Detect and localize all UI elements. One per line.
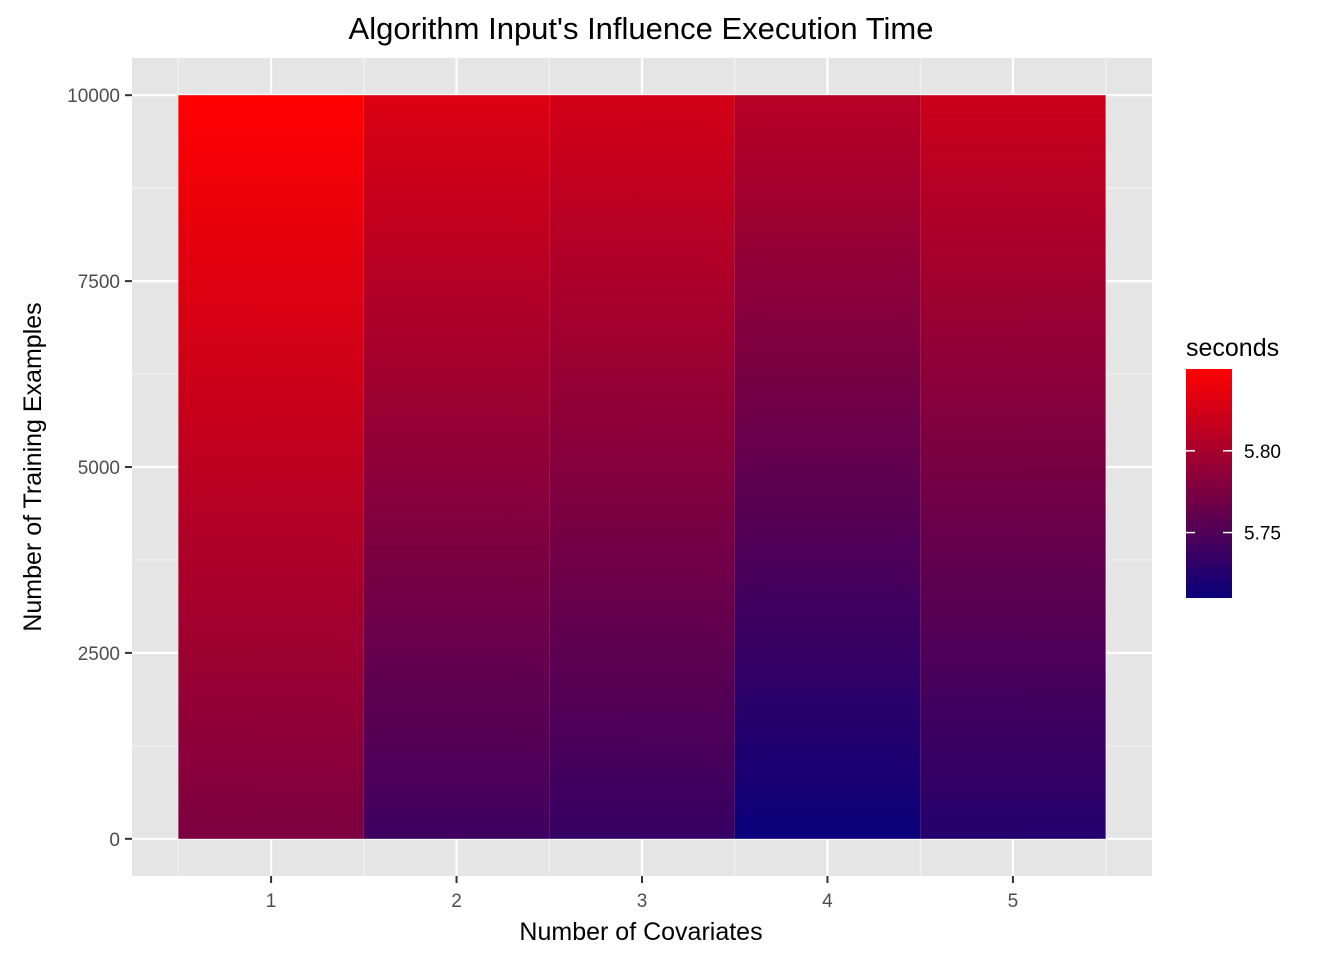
legend: seconds 5.75 5.80 [1186,334,1281,598]
heatmap-tile-col-1 [178,95,363,839]
heatmap-tile-col-4 [735,95,920,839]
x-axis: 1 2 3 4 5 [266,876,1018,912]
x-tick-label: 2 [451,891,462,912]
heatmap-tiles [178,95,1105,839]
y-axis: 0 2500 5000 7500 10000 [67,86,132,851]
legend-tick-label: 5.75 [1244,524,1281,545]
x-tick-label: 4 [822,891,833,912]
y-tick-label: 0 [109,830,120,851]
y-tick-label: 7500 [78,272,120,293]
heatmap-tile-col-2 [364,95,549,839]
y-tick-label: 10000 [67,86,120,107]
legend-colorbar [1186,369,1232,598]
x-tick-label: 1 [266,891,277,912]
x-axis-title: Number of Covariates [519,918,762,946]
heatmap-tile-col-3 [549,95,734,839]
chart-title: Algorithm Input's Influence Execution Ti… [349,11,934,46]
x-tick-label: 3 [637,891,648,912]
legend-tick-label: 5.80 [1244,442,1281,463]
y-tick-label: 5000 [78,458,120,479]
heatmap-tile-col-5 [920,95,1105,839]
y-tick-label: 2500 [78,644,120,665]
x-tick-label: 5 [1008,891,1019,912]
legend-title: seconds [1186,334,1279,362]
y-axis-title: Number of Training Examples [19,302,47,631]
